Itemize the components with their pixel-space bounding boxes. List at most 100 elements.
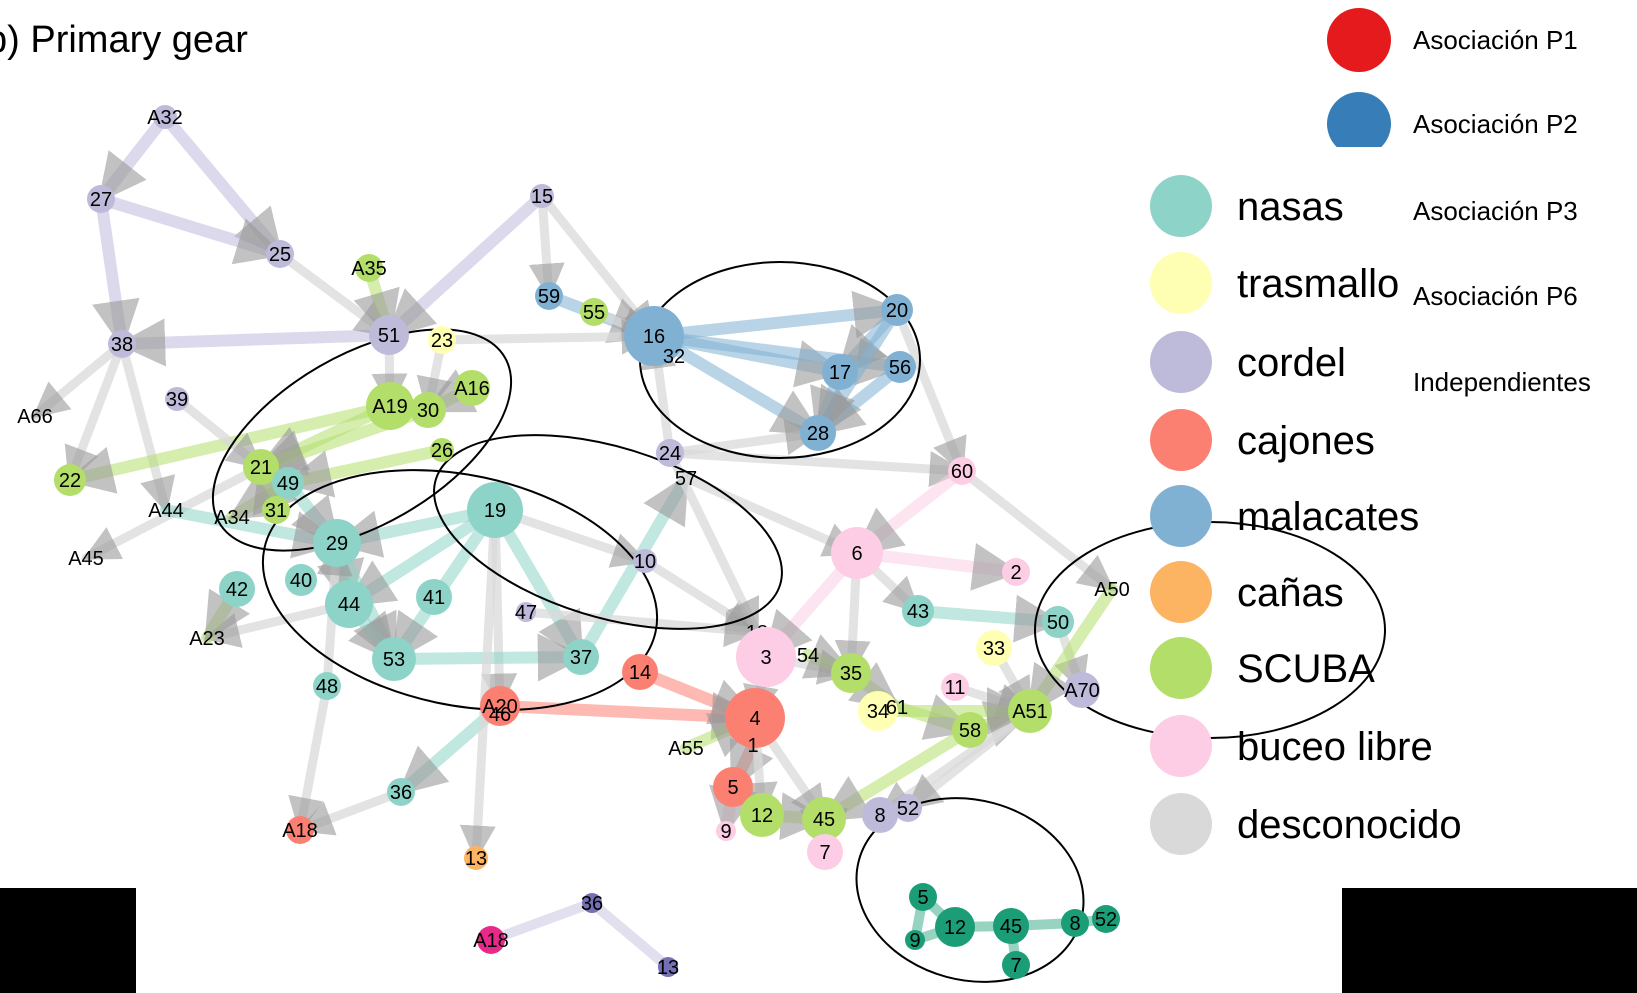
node-circle-31 <box>262 496 290 524</box>
node-label-6: 6 <box>851 543 862 565</box>
assoc-swatch-0 <box>1327 8 1391 72</box>
node-16: 16 <box>624 306 684 366</box>
node-label-42: 42 <box>226 579 248 601</box>
edge-37-57 <box>575 472 692 663</box>
gear-legend-label-1: trasmallo <box>1237 262 1399 306</box>
node-circle-24 <box>656 439 684 467</box>
edge-16-28 <box>648 330 824 439</box>
edge-lower-76-78 <box>587 898 673 972</box>
gear-swatch-8 <box>1150 793 1212 855</box>
node-label-24: 24 <box>659 443 681 465</box>
gear-legend-label-0: nasas <box>1237 185 1344 229</box>
node-circle-27 <box>87 185 115 213</box>
node-10: 10 <box>633 549 657 573</box>
node-label-25: 25 <box>269 244 291 266</box>
node-53: 53 <box>372 637 416 681</box>
edge-lower-76-77 <box>486 898 597 945</box>
gear-legend-label-7: buceo libre <box>1237 725 1433 769</box>
edge-27-25 <box>95 193 286 265</box>
ellipse-d <box>261 469 659 711</box>
node-label-8: 8 <box>874 805 885 827</box>
node-A50: A50 <box>1094 579 1130 601</box>
node-label-13: 13 <box>465 848 487 870</box>
node-circle-50 <box>1042 606 1074 638</box>
node-label-13: 13 <box>657 957 679 979</box>
node-label-A20: A20 <box>482 696 518 718</box>
node-26: 26 <box>430 438 454 462</box>
node-label-44: 44 <box>338 594 360 616</box>
node-circle-21 <box>243 449 279 485</box>
node-label-57: 57 <box>675 468 697 490</box>
node-circle-9 <box>905 930 925 950</box>
node-circle-33 <box>976 630 1012 666</box>
node-label-12: 12 <box>751 805 773 827</box>
node-circle-38 <box>108 330 136 358</box>
node-label-2: 2 <box>1010 562 1021 584</box>
node-circle-8 <box>1061 909 1089 937</box>
node-circle-8 <box>862 797 898 833</box>
node-55: 55 <box>580 298 608 326</box>
node-36: 36 <box>387 778 415 806</box>
node-circle-2 <box>1002 558 1030 586</box>
edge-48-A18 <box>288 681 332 835</box>
node-label-3: 3 <box>760 647 771 669</box>
node-label-9: 9 <box>909 930 920 952</box>
node-A70: A70 <box>1064 672 1100 708</box>
node-circle-7 <box>807 834 843 870</box>
node-label-45: 45 <box>1000 916 1022 938</box>
node-circle-10 <box>633 549 657 573</box>
node-circle-A20 <box>480 686 520 726</box>
node-1: 1 <box>747 735 758 757</box>
node-34: 34 <box>858 691 898 731</box>
node-25: 25 <box>266 240 294 268</box>
gear-swatch-5 <box>1150 561 1212 623</box>
gear-swatch-6 <box>1150 637 1212 699</box>
node-label-A19: A19 <box>372 396 408 418</box>
node-label-14: 14 <box>629 662 651 684</box>
node-circle-3 <box>736 627 796 687</box>
assoc-legend-label-4: Independientes <box>1413 367 1591 397</box>
node-21: 21 <box>243 449 279 485</box>
node-label-7: 7 <box>819 842 830 864</box>
node-12: 12 <box>740 793 784 837</box>
node-48: 48 <box>313 672 341 700</box>
node-circle-53 <box>372 637 416 681</box>
node-28: 28 <box>800 415 836 451</box>
node-label-A50: A50 <box>1094 579 1130 601</box>
node-circle-9 <box>716 821 736 841</box>
assoc-legend-label-3: Asociación P6 <box>1413 281 1578 311</box>
node-54: 54 <box>797 645 819 667</box>
node-circle-A51 <box>1008 689 1052 733</box>
edge-26-49 <box>282 444 448 498</box>
node-56: 56 <box>884 351 916 383</box>
edge-51-38 <box>116 318 395 367</box>
node-circle-19 <box>467 482 523 538</box>
edge-47-18 <box>521 607 762 648</box>
node-circle-13 <box>658 957 678 977</box>
node-label-4: 4 <box>749 708 760 730</box>
gear-swatch-1 <box>1150 252 1212 314</box>
edge-24-28 <box>665 419 823 458</box>
node-label-A18: A18 <box>473 930 509 952</box>
node-label-22: 22 <box>59 470 81 492</box>
node-15: 15 <box>530 184 554 208</box>
node-60: 60 <box>948 457 976 485</box>
node-circle-26 <box>430 438 454 462</box>
node-label-A45: A45 <box>68 548 104 570</box>
node-20: 20 <box>881 294 913 326</box>
node-46: 46 <box>489 704 511 726</box>
black-panel-left <box>0 888 136 993</box>
node-circle-52 <box>1092 905 1120 933</box>
node-13: 13 <box>464 846 488 870</box>
node-circle-58 <box>952 712 988 748</box>
node-label-43: 43 <box>907 601 929 623</box>
node-circle-36 <box>582 893 602 913</box>
node-45: 45 <box>993 908 1029 944</box>
node-59: 59 <box>535 282 563 310</box>
node-label-19: 19 <box>484 500 506 522</box>
node-circle-34 <box>858 691 898 731</box>
node-30: 30 <box>410 392 446 428</box>
edge-24-60 <box>665 448 967 487</box>
assoc-legend-label-2: Asociación P3 <box>1413 196 1578 226</box>
